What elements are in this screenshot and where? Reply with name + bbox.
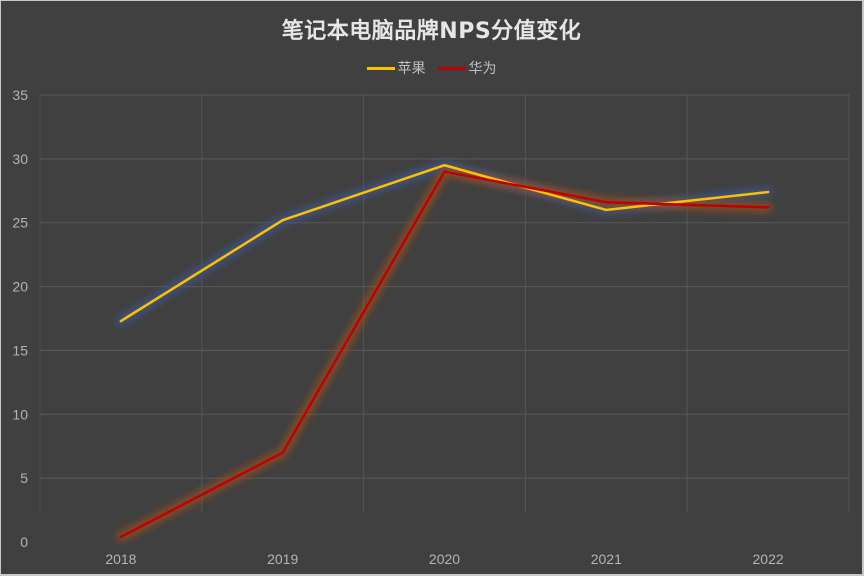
y-tick-label: 10 [12,406,28,422]
legend-swatch-apple [366,66,395,70]
y-tick-label: 30 [12,151,28,167]
chart-title: 笔记本电脑品牌NPS分值变化 [281,19,582,44]
y-tick-label: 20 [12,279,28,295]
x-tick-label: 2022 [753,551,784,567]
x-tick-label: 2018 [105,551,136,567]
y-axis-ticks: 0 5 10 15 20 25 30 35 [12,87,28,550]
y-tick-label: 0 [20,534,28,550]
y-tick-label: 25 [12,215,28,231]
data-series [116,160,773,542]
legend-label-huawei: 华为 [468,61,497,77]
series-line-1[interactable] [119,170,770,539]
x-tick-label: 2019 [267,551,298,567]
x-tick-label: 2021 [591,551,622,567]
x-axis-ticks: 2018 2019 2020 2021 2022 [105,551,784,567]
y-tick-label: 35 [12,87,28,103]
legend-item-huawei[interactable]: 华为 [437,58,497,78]
x-tick-label: 2020 [429,551,460,567]
y-tick-label: 5 [20,470,28,486]
y-tick-label: 15 [12,342,28,358]
legend-label-apple: 苹果 [397,61,426,77]
chart-legend: 苹果 华为 [1,58,862,78]
legend-swatch-huawei [437,66,466,70]
gridlines [39,94,850,512]
series-line-0[interactable] [119,163,770,323]
legend-item-apple[interactable]: 苹果 [366,58,426,78]
